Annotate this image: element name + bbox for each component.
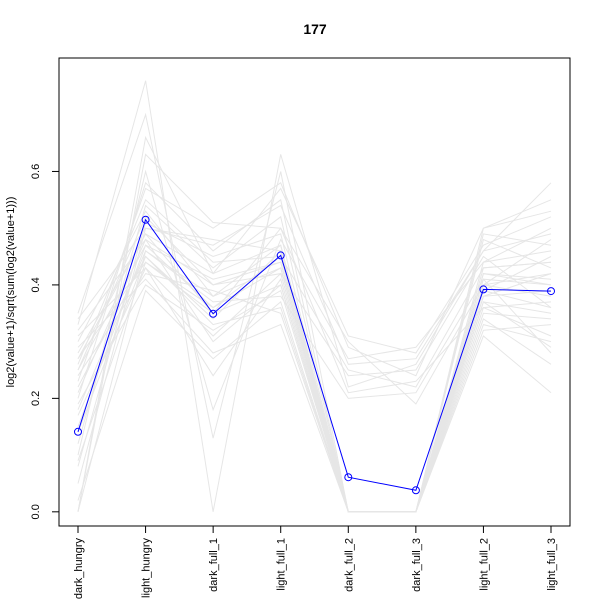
x-tick-label-light_full_3: light_full_3 [546,538,558,591]
highlight-point-dark_full_3 [411,486,420,495]
highlight-point-light_full_2 [479,285,488,294]
highlight-series-group [74,215,555,495]
y-axis-label: log2(value+1)/sqrt(sum(log2(value+1))) [5,197,17,388]
background-series-line [77,284,552,513]
highlight-series-line [77,218,552,491]
background-series-line [77,244,552,513]
background-series-line [77,261,552,513]
y-tick-label: 0.2 [30,391,42,406]
background-series-line [77,181,552,513]
highlight-point-light_full_3 [547,287,555,296]
highlight-point-light_hungry [141,215,150,224]
y-tick-label: 0.4 [30,277,42,292]
x-tick-label-dark_full_3: dark_full_3 [411,538,423,592]
background-series-line [77,273,552,513]
background-series-line [77,221,552,513]
x-tick-label-light_full_2: light_full_2 [478,538,490,591]
background-series-line [77,198,552,388]
x-tick-label-dark_full_1: dark_full_1 [208,538,220,592]
x-tick-label-light_full_1: light_full_1 [276,538,288,591]
chart-title: 177 [303,21,327,37]
x-tick-label-dark_full_2: dark_full_2 [343,538,355,592]
background-series-line [77,238,552,513]
background-series-line [77,233,552,513]
background-series-line [77,204,552,365]
background-series-group [77,80,552,513]
background-series-line [77,250,552,410]
background-series-line [77,249,552,513]
x-axis: dark_hungry light_hungry dark_full_1 light_… [73,525,558,600]
y-tick-label: 0.0 [30,504,42,519]
highlight-point-dark_hungry [74,427,82,436]
x-tick-label-dark_hungry: dark_hungry [73,538,85,600]
highlight-point-dark_full_2 [344,473,353,482]
background-series-line [77,204,552,513]
background-series-line [77,278,552,513]
highlight-point-dark_full_1 [209,309,218,318]
highlight-point-light_full_1 [276,251,285,260]
background-series-line [77,267,552,513]
background-series-line [77,255,552,513]
y-tick-label: 0.6 [30,164,42,179]
y-axis: 0.0 0.2 0.4 0.6 [30,164,60,519]
background-series-line [77,267,552,513]
background-series-line [77,289,552,513]
background-series-line [77,182,552,382]
background-series-line [77,135,552,512]
x-tick-label-light_hungry: light_hungry [141,538,153,598]
